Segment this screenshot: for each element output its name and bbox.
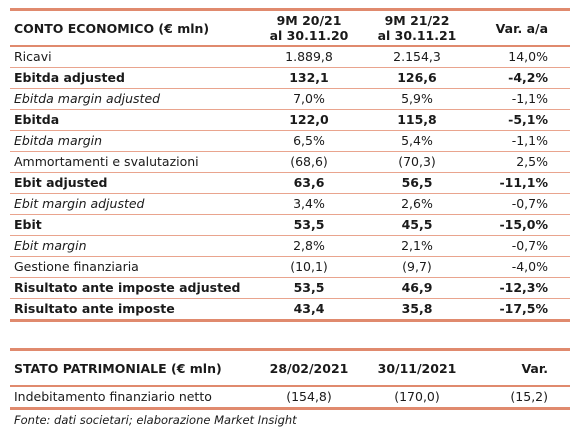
col-header-date2: 30/11/2021 bbox=[377, 360, 457, 376]
table-header: STATO PATRIMONIALE (€ mln) 28/02/2021 30… bbox=[10, 351, 570, 385]
table-row: Ebit margin adjusted 3,4% 2,6% -0,7% bbox=[10, 193, 570, 215]
section-gap bbox=[10, 322, 570, 348]
table-header: CONTO ECONOMICO (€ mln) 9M 20/21 al 30.1… bbox=[10, 11, 570, 45]
conto-economico-table: CONTO ECONOMICO (€ mln) 9M 20/21 al 30.1… bbox=[10, 11, 570, 45]
table-row: Gestione finanziaria (10,1) (9,7) -4,0% bbox=[10, 256, 570, 278]
col-header-9m2122: 9M 21/22 al 30.11.21 bbox=[377, 13, 457, 43]
table-row: Indebitamento finanziario netto (154,8) (1… bbox=[14, 389, 548, 404]
stato-top-rule bbox=[10, 348, 570, 351]
col-header-date1: 28/02/2021 bbox=[269, 360, 349, 376]
table-row: Ebitda 122,0 115,8 -5,1% bbox=[10, 109, 570, 131]
table-row: Ebitda adjusted 132,1 126,6 -4,2% bbox=[10, 67, 570, 89]
table-row: Ebitda margin adjusted 7,0% 5,9% -1,1% bbox=[10, 88, 570, 110]
financial-tables: CONTO ECONOMICO (€ mln) 9M 20/21 al 30.1… bbox=[10, 8, 570, 429]
conto-bottom-rule bbox=[10, 319, 570, 322]
stato-header-rule bbox=[10, 385, 570, 387]
table-row: Risultato ante imposte 43,4 35,8 -17,5% bbox=[14, 301, 548, 316]
conto-title: CONTO ECONOMICO (€ mln) bbox=[14, 20, 210, 36]
table-row: Ebit adjusted 63,6 56,5 -11,1% bbox=[10, 172, 570, 194]
conto-economico-body: Ricavi 1.889,8 2.154,3 14,0% Ebitda adjuste… bbox=[10, 47, 570, 319]
table-row: Ebit margin 2,8% 2,1% -0,7% bbox=[10, 235, 570, 257]
stato-bottom-rule bbox=[10, 407, 570, 410]
stato-patrimoniale-table: STATO PATRIMONIALE (€ mln) 28/02/2021 30… bbox=[10, 351, 570, 385]
footnote: Fonte: dati societari; elaborazione Mark… bbox=[14, 413, 297, 427]
col-header-9m2021: 9M 20/21 al 30.11.20 bbox=[269, 13, 349, 43]
top-rule bbox=[10, 8, 570, 11]
col-header-var: Var. bbox=[521, 360, 548, 376]
header-rule bbox=[10, 45, 570, 47]
table-row: Ebit 53,5 45,5 -15,0% bbox=[10, 214, 570, 236]
table-row: Ammortamenti e svalutazioni (68,6) (70,3) 2… bbox=[10, 151, 570, 173]
table-row: Risultato ante imposte adjusted 53,5 46,9-… bbox=[10, 277, 570, 299]
stato-title: STATO PATRIMONIALE (€ mln) bbox=[14, 360, 222, 376]
table-row: Ricavi 1.889,8 2.154,3 14,0% bbox=[10, 47, 570, 68]
stato-patrimoniale-body: Indebitamento finanziario netto (154,8) (1… bbox=[10, 387, 570, 407]
table-row: Ebitda margin 6,5% 5,4% -1,1% bbox=[10, 130, 570, 152]
col-header-var: Var. a/a bbox=[495, 20, 548, 36]
